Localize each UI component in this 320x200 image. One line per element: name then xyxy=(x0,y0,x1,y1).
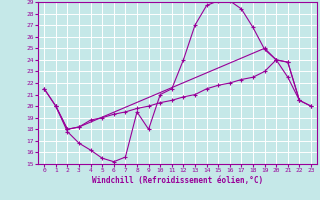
X-axis label: Windchill (Refroidissement éolien,°C): Windchill (Refroidissement éolien,°C) xyxy=(92,176,263,185)
